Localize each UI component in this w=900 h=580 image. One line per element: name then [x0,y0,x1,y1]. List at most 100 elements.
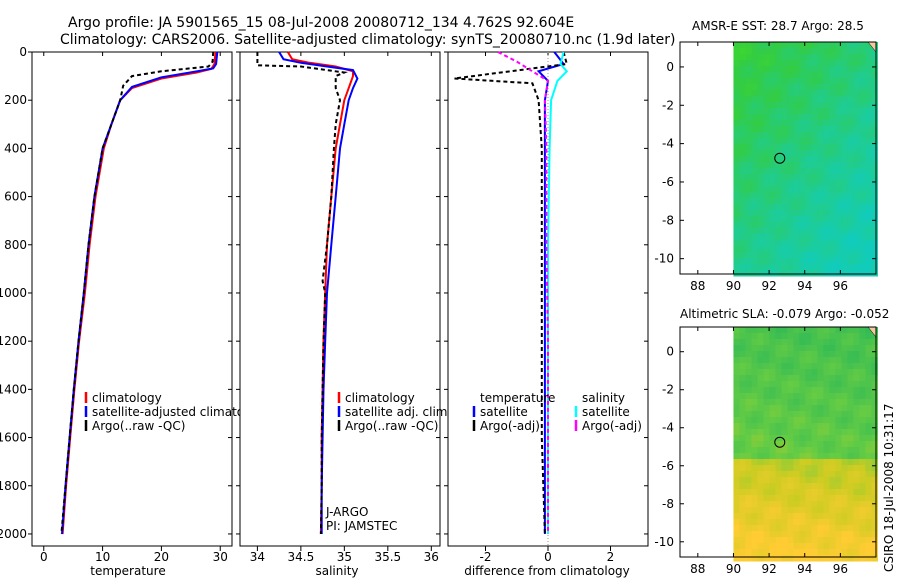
x-tick-label: 94 [797,562,812,576]
map-cell [823,78,830,85]
map-cell [757,246,764,253]
map-cell [823,405,830,412]
map-cell [835,531,842,538]
map-cell [739,144,746,151]
map-cell [733,60,740,67]
map-cell [799,369,806,376]
map-cell [733,525,740,532]
map-cell [865,357,872,364]
map-cell [841,132,848,139]
map-cell [865,417,872,424]
map-cell [745,54,752,61]
map-cell [805,198,812,205]
map-cell [757,192,764,199]
map-cell [847,120,854,127]
map-cell [841,240,848,247]
map-cell [745,132,752,139]
map-cell [829,228,836,235]
map-cell [829,453,836,460]
difference-panel: -2 0 2 difference from climatology tempera… [444,51,649,578]
map-cell [757,96,764,103]
map-cell [751,264,758,271]
map-cell [799,90,806,97]
y-tick-label: 400 [4,141,27,155]
map-cell [835,96,842,103]
map-cell [799,327,806,334]
map-cell [769,150,776,157]
map-cell [745,108,752,115]
map-cell [865,489,872,496]
map-cell [841,465,848,472]
map-cell [769,423,776,430]
map-cell [745,180,752,187]
map-cell [859,471,866,478]
map-cell [841,423,848,430]
map-cell [847,132,854,139]
map-cell [757,162,764,169]
map-cell [829,357,836,364]
map-cell [787,180,794,187]
map-cell [739,471,746,478]
map-cell [799,198,806,205]
map-cell [823,447,830,454]
map-cell [805,393,812,400]
map-cell [823,156,830,163]
map-cell [835,162,842,169]
map-cell [751,198,758,205]
map-cell [817,483,824,490]
map-cell [751,447,758,454]
map-cell [781,363,788,370]
map-cell [751,114,758,121]
map-cell [793,513,800,520]
map-cell [847,501,854,508]
map-cell [805,264,812,271]
map-cell [865,72,872,79]
map-cell [865,339,872,346]
map-cell [841,264,848,271]
map-cell [811,483,818,490]
map-cell [745,501,752,508]
map-cell [865,156,872,163]
map-cell [739,54,746,61]
map-cell [835,144,842,151]
map-cell [763,126,770,133]
map-cell [781,102,788,109]
map-cell [847,531,854,538]
map-cell [763,399,770,406]
map-cell [865,264,872,271]
map-cell [751,531,758,538]
map-cell [835,78,842,85]
y-tick-label: 1400 [0,382,27,396]
map-cell [865,519,872,526]
map-cell [787,471,794,478]
map-cell [871,204,878,211]
map-cell [817,252,824,259]
map-cell [829,369,836,376]
map-cell [769,345,776,352]
map-cell [739,429,746,436]
map-cell [799,60,806,67]
y-tick-label: 1600 [0,431,27,445]
map-cell [751,387,758,394]
map-cell [829,417,836,424]
map-cell [805,537,812,544]
map-cell [871,555,878,562]
map-cell [871,138,878,145]
map-cell [811,78,818,85]
map-cell [817,339,824,346]
map-cell [739,156,746,163]
map-cell [829,132,836,139]
map-cell [739,483,746,490]
y-tick-label: 2000 [0,527,27,541]
map-cell [853,543,860,550]
map-cell [751,156,758,163]
map-cell [769,84,776,91]
map-cell [739,351,746,358]
map-cell [775,84,782,91]
map-cell [865,126,872,133]
map-cell [859,186,866,193]
map-cell [757,327,764,334]
map-cell [859,351,866,358]
map-cell [739,252,746,259]
map-cell [859,495,866,502]
